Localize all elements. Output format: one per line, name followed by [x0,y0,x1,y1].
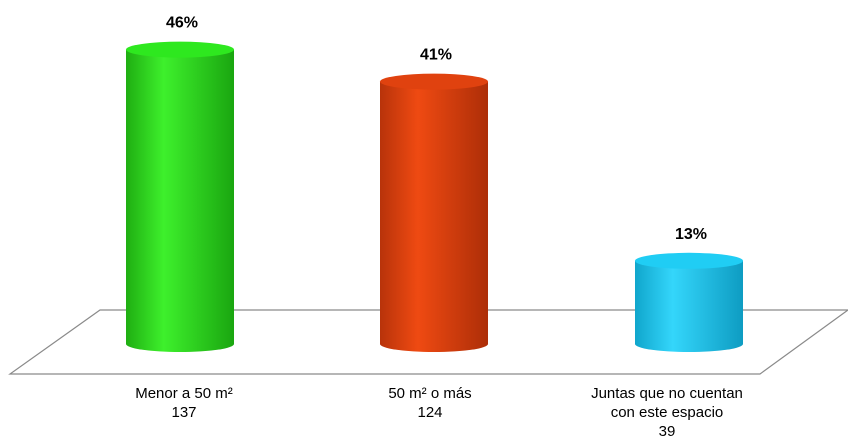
category-count: 39 [659,423,676,440]
bar-2 [380,73,488,352]
category-label: 50 m² o más [388,385,471,402]
category-count: 137 [171,404,196,421]
data-label: 41% [420,47,452,64]
bar-body [635,260,743,352]
category-label: con este espacio [611,404,724,421]
bar-top [126,41,234,58]
category-label: Juntas que no cuentan [591,385,743,402]
category-count: 124 [417,404,442,421]
labels-layer: 46% Menor a 50 m² 137 41% 50 m² o más 124 13% J… [135,15,743,440]
category-label: Menor a 50 m² [135,385,233,402]
data-label: 13% [675,226,707,243]
bar-body [126,49,234,352]
bar-3 [635,252,743,352]
bar-1 [126,41,234,352]
bars-layer [126,41,743,352]
bar-body [380,81,488,352]
data-label: 46% [166,15,198,32]
bar-top [380,73,488,90]
bar-top [635,252,743,269]
